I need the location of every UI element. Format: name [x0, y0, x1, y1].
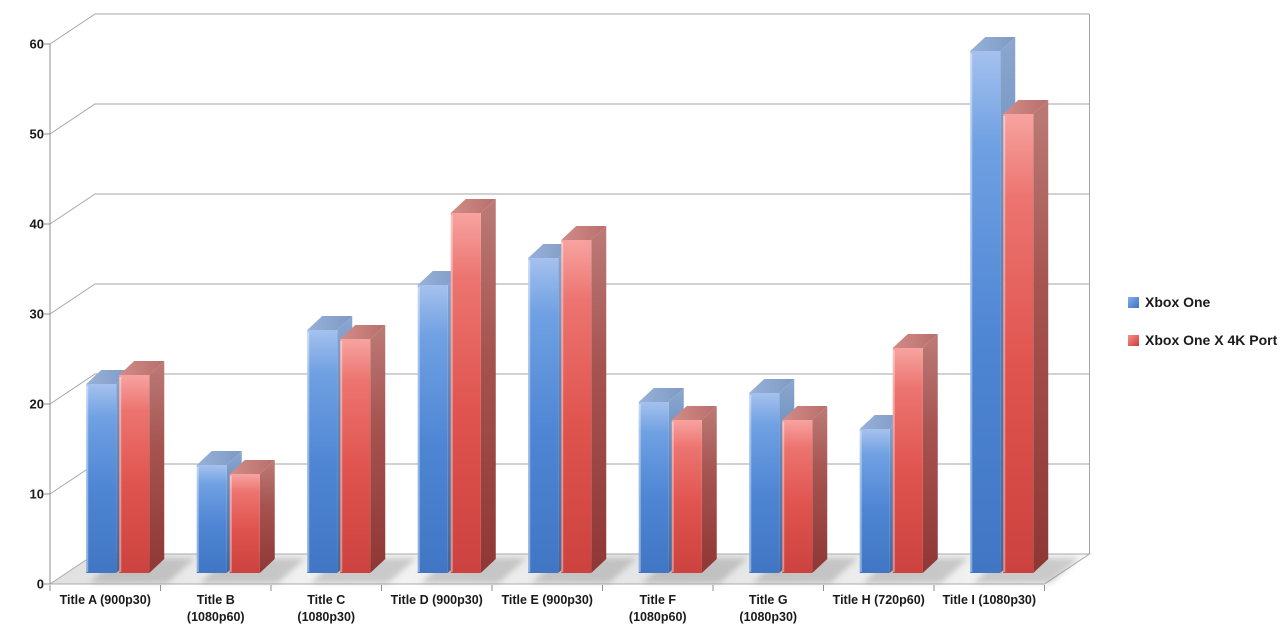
x-axis-label: Title A (900p30) [60, 593, 151, 607]
legend-swatch-xbox-one-x [1128, 334, 1139, 346]
bar-side [591, 226, 607, 573]
y-axis-label: 50 [30, 127, 44, 142]
y-axis-label: 20 [30, 397, 44, 412]
legend-swatch-xbox-one [1128, 296, 1139, 308]
gridline-50 [49, 103, 1090, 135]
x-axis-labels: Title A (900p30) Title B (1080p60) Title C (… [60, 593, 1036, 624]
y-axis-label: 30 [30, 307, 44, 322]
bar-front [119, 375, 150, 573]
bar-xbox-one-x-4k-port-cat2 [229, 460, 275, 573]
bar-top [749, 379, 795, 393]
bar-front [229, 474, 260, 573]
bar-side [259, 460, 275, 573]
bar-xbox-one-x-4k-port-cat1 [119, 361, 165, 573]
x-axis-label: Title I (1080p30) [942, 593, 1036, 607]
y-axis-label: 10 [30, 487, 44, 502]
y-axis-labels: 0 10 20 30 40 50 60 [30, 37, 44, 592]
bar-front [196, 465, 227, 573]
bar-top [119, 361, 165, 375]
x-axis-label: Title E (900p30) [502, 593, 593, 607]
bar-xbox-one-x-4k-port-cat5 [561, 226, 607, 573]
bar-top [340, 325, 386, 339]
bar-front [1003, 114, 1034, 573]
bar-top [561, 226, 607, 240]
bar-xbox-one-x-4k-port-cat6 [671, 406, 717, 573]
gridline-60 [49, 13, 1090, 45]
axes [44, 43, 1045, 591]
bar-top [638, 388, 684, 402]
bar-front [970, 51, 1001, 573]
x-axis-label: (1080p60) [629, 610, 687, 624]
bar-xbox-one-x-4k-port-cat3 [340, 325, 386, 573]
bars [86, 37, 1049, 573]
x-axis-label: Title F [639, 593, 676, 607]
x-axis-label: Title G [749, 593, 788, 607]
bar-front [561, 240, 592, 573]
bar-side [1033, 100, 1049, 573]
bar-front [450, 213, 481, 573]
bar-front [638, 402, 669, 573]
bar-side [370, 325, 386, 573]
gridline-20 [49, 373, 1090, 405]
bar-front [340, 339, 371, 573]
bar-top [450, 199, 496, 213]
bar-front [782, 420, 813, 573]
gridline-30 [49, 283, 1090, 315]
bar-top [307, 316, 353, 330]
legend-item-xbox-one: Xbox One [1128, 294, 1277, 310]
bar-top [229, 460, 275, 474]
bar-top [892, 334, 938, 348]
bar-xbox-one-x-4k-port-cat7 [782, 406, 828, 573]
y-axis-label: 60 [30, 37, 44, 52]
bar-front [417, 285, 448, 573]
bar-xbox-one-x-4k-port-cat4 [450, 199, 496, 573]
bar-side [701, 406, 717, 573]
bar-top [196, 451, 242, 465]
y-axis-label: 0 [37, 577, 44, 592]
bar-top [1003, 100, 1049, 114]
bar-xbox-one-x-4k-port-cat9 [1003, 100, 1049, 573]
bar-xbox-one-x-4k-port-cat8 [892, 334, 938, 573]
bar-front [671, 420, 702, 573]
x-axis-label: (1080p30) [297, 610, 355, 624]
bar-side [480, 199, 496, 573]
legend: Xbox One Xbox One X 4K Port [1128, 294, 1278, 372]
x-axis-label: Title C [307, 593, 345, 607]
legend-label-xbox-one: Xbox One [1145, 294, 1211, 310]
y-axis-label: 40 [30, 217, 44, 232]
bar-top [671, 406, 717, 420]
bar-front [86, 384, 117, 573]
bar-top [782, 406, 828, 420]
bar-front [859, 429, 890, 573]
x-axis-label: Title H (720p60) [833, 593, 925, 607]
bar-side [149, 361, 165, 573]
x-axis-label: Title B [197, 593, 235, 607]
bar-front [307, 330, 338, 573]
x-axis-label: (1080p60) [187, 610, 245, 624]
legend-item-xbox-one-x: Xbox One X 4K Port [1128, 332, 1278, 348]
legend-label-xbox-one-x: Xbox One X 4K Port [1145, 332, 1278, 348]
bar-front [892, 348, 923, 573]
bar-front [528, 258, 559, 573]
gridline-40 [49, 193, 1090, 225]
bar-side [922, 334, 938, 573]
x-axis-label: (1080p30) [739, 610, 797, 624]
bar-top [970, 37, 1016, 51]
bar-side [812, 406, 828, 573]
x-axis-label: Title D (900p30) [391, 593, 483, 607]
bar-front [749, 393, 780, 573]
